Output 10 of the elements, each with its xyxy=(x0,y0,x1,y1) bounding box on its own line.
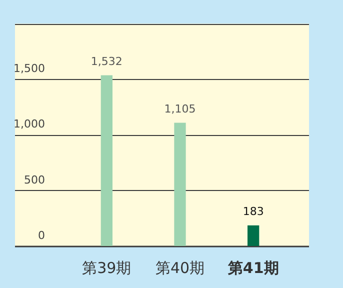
data-label: 183 xyxy=(242,205,264,218)
y-tick-label: 500 xyxy=(24,173,45,186)
y-tick-label: 1,000 xyxy=(14,118,45,131)
x-tick-label: 第41期 xyxy=(226,258,279,277)
x-tick-label: 第39期 xyxy=(82,258,132,277)
y-tick-label: 0 xyxy=(38,228,45,242)
x-tick-label: 第40期 xyxy=(155,258,205,277)
data-label: 1,105 xyxy=(164,102,196,116)
y-tick-label: 1,500 xyxy=(14,62,45,76)
data-label: 1,532 xyxy=(90,55,122,68)
